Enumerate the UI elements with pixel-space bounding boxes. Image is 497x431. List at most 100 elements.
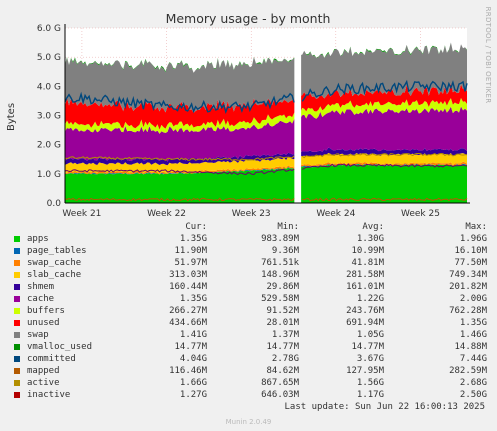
legend-min: 9.36M	[271, 246, 299, 256]
legend-cur: 116.46M	[169, 366, 207, 376]
area-buffers	[65, 98, 467, 134]
header-cur: Cur:	[185, 222, 207, 232]
legend-row-vmalloc-used: vmalloc_used 14.77M 14.77M 14.77M 14.88M	[10, 341, 490, 353]
legend-cur: 313.03M	[169, 270, 207, 280]
legend-avg: 1.05G	[356, 330, 384, 340]
legend-max: 77.50M	[454, 258, 487, 268]
legend-table: Cur: Min: Avg: Max: apps 1.35G 983.89M 1.30…	[10, 221, 490, 401]
legend-min: 29.86M	[266, 282, 299, 292]
data-gap	[294, 28, 302, 203]
legend-cur: 1.35G	[179, 234, 207, 244]
legend-cur: 14.77M	[174, 342, 207, 352]
legend-avg: 14.77M	[351, 342, 384, 352]
legend-max: 2.50G	[459, 390, 487, 400]
legend-avg: 243.76M	[346, 306, 384, 316]
legend-max: 201.82M	[449, 282, 487, 292]
legend-cur: 160.44M	[169, 282, 207, 292]
legend-min: 2.78G	[271, 354, 299, 364]
legend-min: 28.01M	[266, 318, 299, 328]
legend-swatch	[14, 356, 20, 362]
header-max: Max:	[465, 222, 487, 232]
legend-name: swap_cache	[27, 258, 82, 268]
legend-row-slab-cache: slab_cache 313.03M 148.96M 281.58M 749.34M	[10, 269, 490, 281]
legend-row-swap: swap 1.41G 1.37M 1.05G 1.46G	[10, 329, 490, 341]
header-min: Min:	[277, 222, 299, 232]
legend-cur: 434.66M	[169, 318, 207, 328]
area-cache	[65, 106, 467, 162]
legend-swatch	[14, 332, 20, 338]
legend-max: 1.96G	[459, 234, 487, 244]
side-label: RRDTOOL / TOBI OETIKER	[484, 7, 492, 104]
legend-min: 646.03M	[261, 390, 299, 400]
chart-title: Memory usage - by month	[166, 11, 331, 26]
legend-avg: 281.58M	[346, 270, 384, 280]
legend-row-committed: committed 4.04G 2.78G 3.67G 7.44G	[10, 353, 490, 365]
legend-avg: 1.17G	[356, 390, 384, 400]
legend-name: committed	[27, 354, 76, 364]
y-tick-label: 4.0 G	[37, 82, 61, 92]
legend-min: 148.96M	[261, 270, 299, 280]
legend-row-apps: apps 1.35G 983.89M 1.30G 1.96G	[10, 233, 490, 245]
legend-row-cache: cache 1.35G 529.58M 1.22G 2.00G	[10, 293, 490, 305]
legend-cur: 1.27G	[179, 390, 207, 400]
legend-row-mapped: mapped 116.46M 84.62M 127.95M 282.59M	[10, 365, 490, 377]
line-mapped	[64, 197, 468, 202]
x-tick-labels: Week 21 Week 22 Week 23 Week 24 Week 25	[62, 209, 440, 219]
legend-name: mapped	[27, 366, 60, 376]
y-tick-label: 5.0 G	[37, 53, 61, 63]
x-tick-label: Week 21	[62, 209, 101, 219]
legend-cur: 266.27M	[169, 306, 207, 316]
legend-name: buffers	[27, 306, 65, 316]
legend-cur: 4.04G	[179, 354, 207, 364]
legend-max: 749.34M	[449, 270, 487, 280]
legend-avg: 1.22G	[356, 294, 384, 304]
line-series	[64, 79, 468, 202]
legend-row-unused: unused 434.66M 28.01M 691.94M 1.35G	[10, 317, 490, 329]
legend-min: 867.65M	[261, 378, 299, 388]
legend-avg: 161.01M	[346, 282, 384, 292]
legend-row-shmem: shmem 160.44M 29.86M 161.01M 201.82M	[10, 281, 490, 293]
legend-cur: 1.66G	[179, 378, 207, 388]
x-tick-label: Week 24	[316, 209, 355, 219]
legend-max: 2.00G	[459, 294, 487, 304]
legend-min: 529.58M	[261, 294, 299, 304]
y-tick-label: 3.0 G	[37, 112, 61, 122]
legend-swatch	[14, 320, 20, 326]
legend-swatch	[14, 392, 20, 398]
legend-name: active	[27, 378, 60, 388]
line-active	[64, 152, 468, 161]
header-avg: Avg:	[362, 222, 384, 232]
y-axis-label: Bytes	[6, 103, 17, 131]
x-tick-label: Week 23	[232, 209, 271, 219]
x-tick-label: Week 22	[147, 209, 186, 219]
legend-avg: 41.81M	[351, 258, 384, 268]
last-update: Last update: Sun Jun 22 16:00:13 2025	[284, 402, 485, 412]
legend-min: 91.52M	[266, 306, 299, 316]
legend-swatch	[14, 272, 20, 278]
legend-swatch	[14, 296, 20, 302]
legend-name: cache	[27, 294, 55, 304]
legend-avg: 127.95M	[346, 366, 384, 376]
legend-avg: 1.56G	[356, 378, 384, 388]
legend-name: page_tables	[27, 246, 87, 256]
legend-row-inactive: inactive 1.27G 646.03M 1.17G 2.50G	[10, 389, 490, 401]
line-inactive	[64, 163, 468, 176]
area-swap-cache	[65, 161, 467, 175]
legend-swatch	[14, 248, 20, 254]
y-tick-label: 1.0 G	[37, 170, 61, 180]
legend-name: vmalloc_used	[27, 342, 93, 352]
x-tick-label: Week 25	[401, 209, 440, 219]
line-committed	[64, 79, 468, 115]
legend-swatch	[14, 380, 20, 386]
area-swap	[65, 42, 467, 113]
legend-swatch	[14, 368, 20, 374]
legend-min: 983.89M	[261, 234, 299, 244]
legend-max: 1.35G	[459, 318, 487, 328]
area-slab-cache	[65, 153, 467, 174]
legend-row-swap-cache: swap_cache 51.97M 761.51k 41.81M 77.50M	[10, 257, 490, 269]
legend-min: 14.77M	[266, 342, 299, 352]
legend-swatch	[14, 284, 20, 290]
legend-cur: 51.97M	[174, 258, 207, 268]
legend-name: shmem	[27, 282, 55, 292]
